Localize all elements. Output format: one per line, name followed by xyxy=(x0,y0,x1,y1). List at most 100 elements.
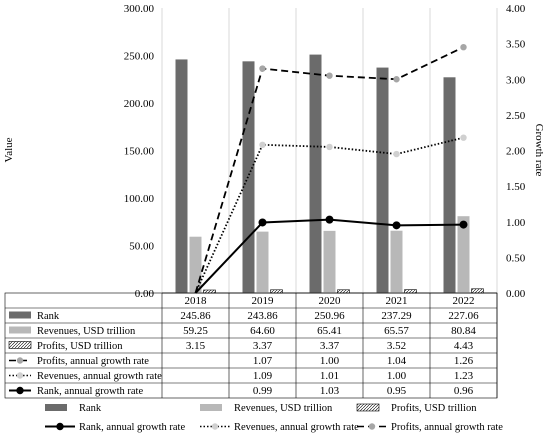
data-label: 3.37 xyxy=(320,340,340,352)
y2-tick-label: 1.50 xyxy=(506,181,526,193)
line-point xyxy=(393,150,400,158)
data-label: 64.60 xyxy=(250,325,275,337)
y2-axis-label: Growth rate xyxy=(533,124,545,177)
line-point xyxy=(393,76,400,83)
data-label: 3.52 xyxy=(387,340,406,352)
y-tick-label: 250.00 xyxy=(124,51,155,63)
bars xyxy=(175,54,484,294)
table-row-label: Profits, USD trillion xyxy=(37,341,123,352)
growth-lines xyxy=(194,43,468,294)
bar xyxy=(256,231,269,293)
y-tick-label: 0.00 xyxy=(135,288,155,300)
data-label: 0.96 xyxy=(454,385,474,397)
bar xyxy=(390,230,403,293)
legend-label: Rank, annual growth rate xyxy=(79,422,185,433)
bar xyxy=(404,289,417,294)
x-tick-label: 2020 xyxy=(319,295,342,307)
data-label: 1.00 xyxy=(387,370,407,382)
y-tick-label: 300.00 xyxy=(124,3,155,15)
data-label: 250.96 xyxy=(314,310,345,322)
bar xyxy=(376,67,389,294)
data-label: 65.41 xyxy=(317,325,342,337)
line-point xyxy=(459,220,468,229)
swatch-marker xyxy=(16,357,24,364)
data-label: 0.99 xyxy=(253,385,273,397)
data-label: 4.43 xyxy=(454,340,474,352)
data-label: 65.57 xyxy=(384,325,409,337)
x-tick-label: 2021 xyxy=(386,295,408,307)
y-tick-label: 150.00 xyxy=(124,146,155,158)
data-label: 1.23 xyxy=(454,370,474,382)
axes: 0.00 50.00 100.00 150.00 200.00 250.00 300.00 0… xyxy=(124,3,526,300)
y2-tick-label: 1.00 xyxy=(506,217,526,229)
legend-label: Revenues, USD trillion xyxy=(234,403,333,414)
legend-label: Revenues, annual growth rate xyxy=(234,422,359,433)
x-tick-label: 2022 xyxy=(453,295,475,307)
legend-label: Profits, USD trillion xyxy=(391,403,477,414)
data-label: 245.86 xyxy=(180,310,211,322)
legend-marker xyxy=(56,422,64,431)
data-label: 1.01 xyxy=(320,370,339,382)
bar xyxy=(337,289,350,294)
swatch xyxy=(45,404,67,411)
swatch xyxy=(8,341,32,349)
data-label: 59.25 xyxy=(183,325,208,337)
y-axis-label: Value xyxy=(3,137,15,162)
swatch xyxy=(9,311,31,319)
table-row-label: Profits, annual growth rate xyxy=(37,356,149,367)
data-label: 3.37 xyxy=(253,340,273,352)
table-row-label: Rank, annual growth rate xyxy=(37,386,143,397)
legend: Rank Revenues, USD trillion Profits, USD t… xyxy=(45,403,503,433)
data-label: 227.06 xyxy=(448,310,479,322)
bar xyxy=(203,289,216,294)
data-label: 1.26 xyxy=(454,355,474,367)
bar xyxy=(443,77,456,293)
data-label: 1.03 xyxy=(320,385,340,397)
y-tick-label: 200.00 xyxy=(124,98,155,110)
bar xyxy=(471,288,484,294)
table-row-label: Rank xyxy=(37,311,60,322)
legend-label: Profits, annual growth rate xyxy=(391,422,503,433)
y-tick-label: 100.00 xyxy=(124,193,155,205)
swatch xyxy=(200,404,222,411)
bar xyxy=(323,230,336,293)
x-tick-label: 2019 xyxy=(252,295,275,307)
y2-tick-label: 0.50 xyxy=(506,252,526,264)
data-label: 1.09 xyxy=(253,370,273,382)
data-label: 80.84 xyxy=(451,325,476,337)
y2-tick-label: 3.00 xyxy=(506,74,526,86)
data-label: 243.86 xyxy=(247,310,278,322)
swatch xyxy=(9,326,31,334)
y-tick-label: 50.00 xyxy=(129,241,154,253)
data-label: 3.15 xyxy=(186,340,206,352)
legend-marker xyxy=(211,423,219,430)
y2-tick-label: 4.00 xyxy=(506,3,526,15)
line-point xyxy=(326,72,333,79)
swatch-marker xyxy=(16,386,24,395)
y2-tick-label: 2.50 xyxy=(506,110,526,122)
bar xyxy=(270,289,283,294)
swatch xyxy=(356,403,380,412)
line-point xyxy=(259,65,266,72)
data-label: 1.00 xyxy=(320,355,340,367)
table-row-label: Revenues, USD trillion xyxy=(37,326,136,337)
legend-label: Rank xyxy=(79,403,102,414)
y2-tick-label: 3.50 xyxy=(506,39,526,51)
data-label: 237.29 xyxy=(381,310,412,322)
line-point xyxy=(460,43,467,51)
bar xyxy=(175,59,188,293)
line-point xyxy=(460,134,467,141)
data-label: 1.07 xyxy=(253,355,273,367)
data-table: 2018 2019 2020 2021 2022 Rank 245.86 243.86 250.… xyxy=(4,292,498,399)
line-point xyxy=(392,221,401,230)
bar xyxy=(189,236,202,293)
swatch-marker xyxy=(16,372,24,379)
bar xyxy=(309,54,322,294)
line-point xyxy=(259,141,266,148)
data-label: 0.95 xyxy=(387,385,407,397)
y2-tick-label: 2.00 xyxy=(506,146,526,158)
line-point xyxy=(325,215,334,224)
x-tick-label: 2018 xyxy=(185,295,208,307)
data-label: 1.04 xyxy=(387,355,407,367)
